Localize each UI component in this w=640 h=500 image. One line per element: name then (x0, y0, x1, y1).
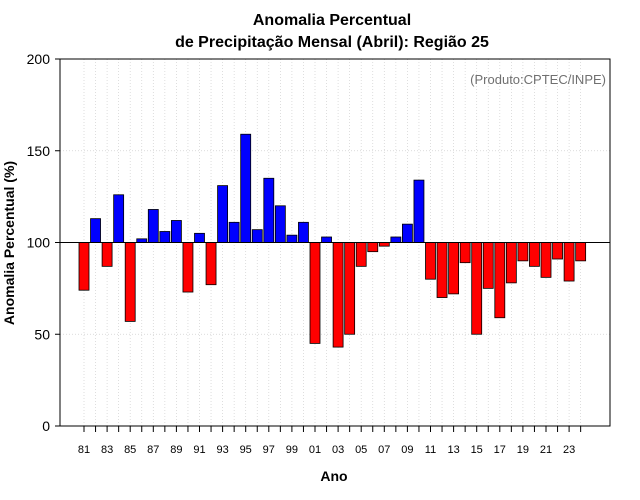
x-tick-label: 03 (332, 444, 344, 456)
bar-97 (263, 177, 275, 243)
bar-96 (251, 229, 263, 243)
bar-93 (217, 185, 229, 243)
x-tick-label: 07 (378, 444, 390, 456)
chart-title: Anomalia Percentual de Precipitação Mens… (175, 12, 489, 51)
bar-85 (124, 242, 136, 322)
y-tick-label: 50 (34, 326, 50, 342)
bar-04 (344, 242, 356, 335)
bar-05 (355, 242, 367, 267)
x-tick-label: 91 (193, 444, 205, 456)
bar-24 (575, 242, 587, 262)
x-tick-label: 15 (471, 444, 483, 456)
chart-title-line-2: de Precipitação Mensal (Abril): Região 2… (175, 34, 489, 51)
x-tick-label: 09 (401, 444, 413, 456)
bar-91 (194, 232, 205, 243)
bar-07 (378, 242, 390, 247)
bar-21 (540, 242, 552, 278)
bar-99 (286, 234, 298, 243)
x-axis-ticks: 81 83 85 87 89 91 93 95 97 99 01 03 05 07 09 11 13 15 17 19… (78, 426, 582, 456)
bar-83 (101, 242, 113, 267)
x-tick-label: 01 (309, 444, 321, 456)
bar-02 (321, 236, 332, 243)
x-tick-label: 05 (355, 444, 367, 456)
bar-84 (113, 194, 125, 243)
x-tick-label: 89 (170, 444, 182, 456)
bar-10 (413, 179, 425, 243)
x-tick-label: 81 (78, 444, 90, 456)
y-axis-label: Anomalia Percentual (%) (1, 161, 17, 325)
bar-82 (90, 218, 101, 243)
x-tick-label: 21 (540, 444, 552, 456)
bar-19 (517, 242, 529, 262)
bar-92 (205, 242, 217, 286)
x-tick-label: 87 (147, 444, 159, 456)
bar-15 (471, 242, 483, 335)
bar-13 (448, 242, 460, 295)
bar-18 (505, 242, 517, 284)
x-axis-label: Ano (320, 468, 347, 484)
bar-08 (390, 236, 402, 243)
bar-14 (459, 242, 471, 264)
bar-03 (332, 242, 344, 348)
x-tick-label: 17 (494, 444, 506, 456)
y-tick-label: 100 (27, 235, 51, 251)
x-tick-label: 95 (240, 444, 252, 456)
bar-94 (228, 221, 240, 243)
bar-20 (529, 242, 540, 267)
bar-98 (274, 205, 286, 243)
bar-90 (182, 242, 194, 293)
y-axis-ticks: 0 50 100 150 200 (27, 51, 60, 434)
bar-95 (240, 133, 252, 243)
bar-89 (170, 220, 182, 243)
y-tick-label: 0 (42, 418, 50, 434)
bar-17 (494, 242, 506, 319)
x-tick-label: 99 (286, 444, 298, 456)
bar-86 (136, 238, 148, 243)
y-tick-label: 150 (27, 143, 51, 159)
y-tick-label: 200 (27, 51, 51, 67)
bar-22 (552, 242, 563, 260)
bar-88 (159, 231, 171, 243)
credit-label: (Produto:CPTEC/INPE) (470, 72, 606, 87)
bar-11 (425, 242, 436, 280)
bar-00 (298, 221, 309, 243)
x-tick-label: 83 (101, 444, 113, 456)
bar-09 (401, 223, 413, 243)
x-tick-label: 13 (447, 444, 459, 456)
bar-01 (309, 242, 321, 344)
x-tick-label: 11 (425, 444, 436, 456)
x-tick-label: 19 (517, 444, 529, 456)
chart-title-line-1: Anomalia Percentual (253, 12, 411, 29)
x-tick-label: 85 (124, 444, 136, 456)
bar-23 (563, 242, 575, 282)
bar-06 (367, 242, 379, 253)
x-tick-label: 23 (563, 444, 575, 456)
bar-16 (482, 242, 494, 289)
bar-12 (436, 242, 448, 298)
bar-87 (147, 209, 159, 243)
x-tick-label: 97 (263, 444, 275, 456)
bar-81 (78, 242, 90, 291)
x-tick-label: 93 (216, 444, 228, 456)
bars (78, 133, 587, 348)
